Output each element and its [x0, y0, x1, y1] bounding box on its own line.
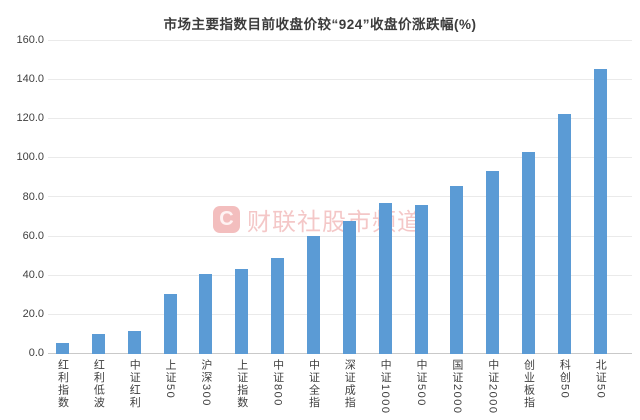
- bar: [557, 114, 571, 354]
- x-axis-category-label: 北证50: [594, 359, 607, 400]
- y-axis-tick-label: 100.0: [16, 151, 44, 164]
- bar: [56, 343, 69, 354]
- gridline: [48, 40, 632, 41]
- bar: [450, 186, 464, 354]
- gridline: [48, 157, 632, 158]
- bar: [486, 171, 500, 354]
- y-axis-tick-label: 80.0: [22, 190, 44, 203]
- x-axis-category-label: 红利指数: [56, 359, 69, 409]
- bar: [163, 294, 177, 354]
- x-axis-category-label: 中证2000: [486, 359, 499, 415]
- y-axis-tick-label: 60.0: [22, 229, 44, 242]
- watermark: C 财联社股市频道: [213, 202, 422, 237]
- x-axis-category-label: 中证全指: [307, 359, 320, 409]
- bar: [414, 205, 428, 354]
- plot-area: [48, 40, 632, 354]
- x-axis-category-label: 深证成指: [343, 359, 356, 409]
- gridline: [48, 196, 632, 197]
- x-axis-category-label: 沪深300: [199, 359, 212, 407]
- x-axis-category-label: 中证500: [415, 359, 427, 407]
- x-axis-category-label: 上证指数: [235, 359, 248, 409]
- bar: [91, 334, 105, 354]
- bar: [378, 203, 392, 354]
- gridline: [48, 236, 632, 237]
- y-axis-tick-label: 160.0: [16, 34, 44, 46]
- bar: [127, 331, 141, 354]
- gridline: [48, 314, 632, 315]
- bar: [522, 152, 536, 354]
- x-axis-category-label: 科创50: [558, 359, 571, 400]
- x-axis-category-label: 中证800: [271, 359, 284, 407]
- x-axis-category-label: 上证50: [164, 359, 177, 400]
- bar: [271, 258, 285, 354]
- x-axis-category-label: 创业板指: [522, 359, 535, 409]
- x-axis-category-label: 中证红利: [128, 359, 141, 409]
- bars-layer: [48, 41, 632, 354]
- y-axis-tick-label: 0.0: [28, 347, 44, 359]
- x-axis-line: [48, 353, 632, 354]
- bar: [235, 269, 249, 354]
- gridline: [48, 118, 632, 119]
- gridline: [48, 79, 632, 80]
- gridlines-layer: [48, 40, 632, 354]
- bar: [342, 221, 356, 354]
- cailianshe-logo-icon: C: [213, 206, 240, 233]
- x-axis-category-label: 国证2000: [450, 359, 463, 415]
- y-axis-tick-label: 120.0: [16, 112, 44, 125]
- x-axis-category-label: 红利低波: [92, 359, 105, 409]
- chart-title: 市场主要指数目前收盘价较“924”收盘价涨跌幅(%): [163, 17, 477, 32]
- bar: [593, 69, 607, 354]
- bar: [306, 236, 320, 354]
- x-axis-category-label: 中证1000: [379, 359, 392, 415]
- bar: [199, 274, 213, 354]
- watermark-text: 财联社股市频道: [247, 209, 422, 236]
- y-axis-tick-label: 40.0: [22, 268, 44, 281]
- gridline: [48, 275, 632, 276]
- y-axis-tick-label: 140.0: [16, 73, 44, 86]
- y-axis-tick-label: 20.0: [22, 307, 44, 320]
